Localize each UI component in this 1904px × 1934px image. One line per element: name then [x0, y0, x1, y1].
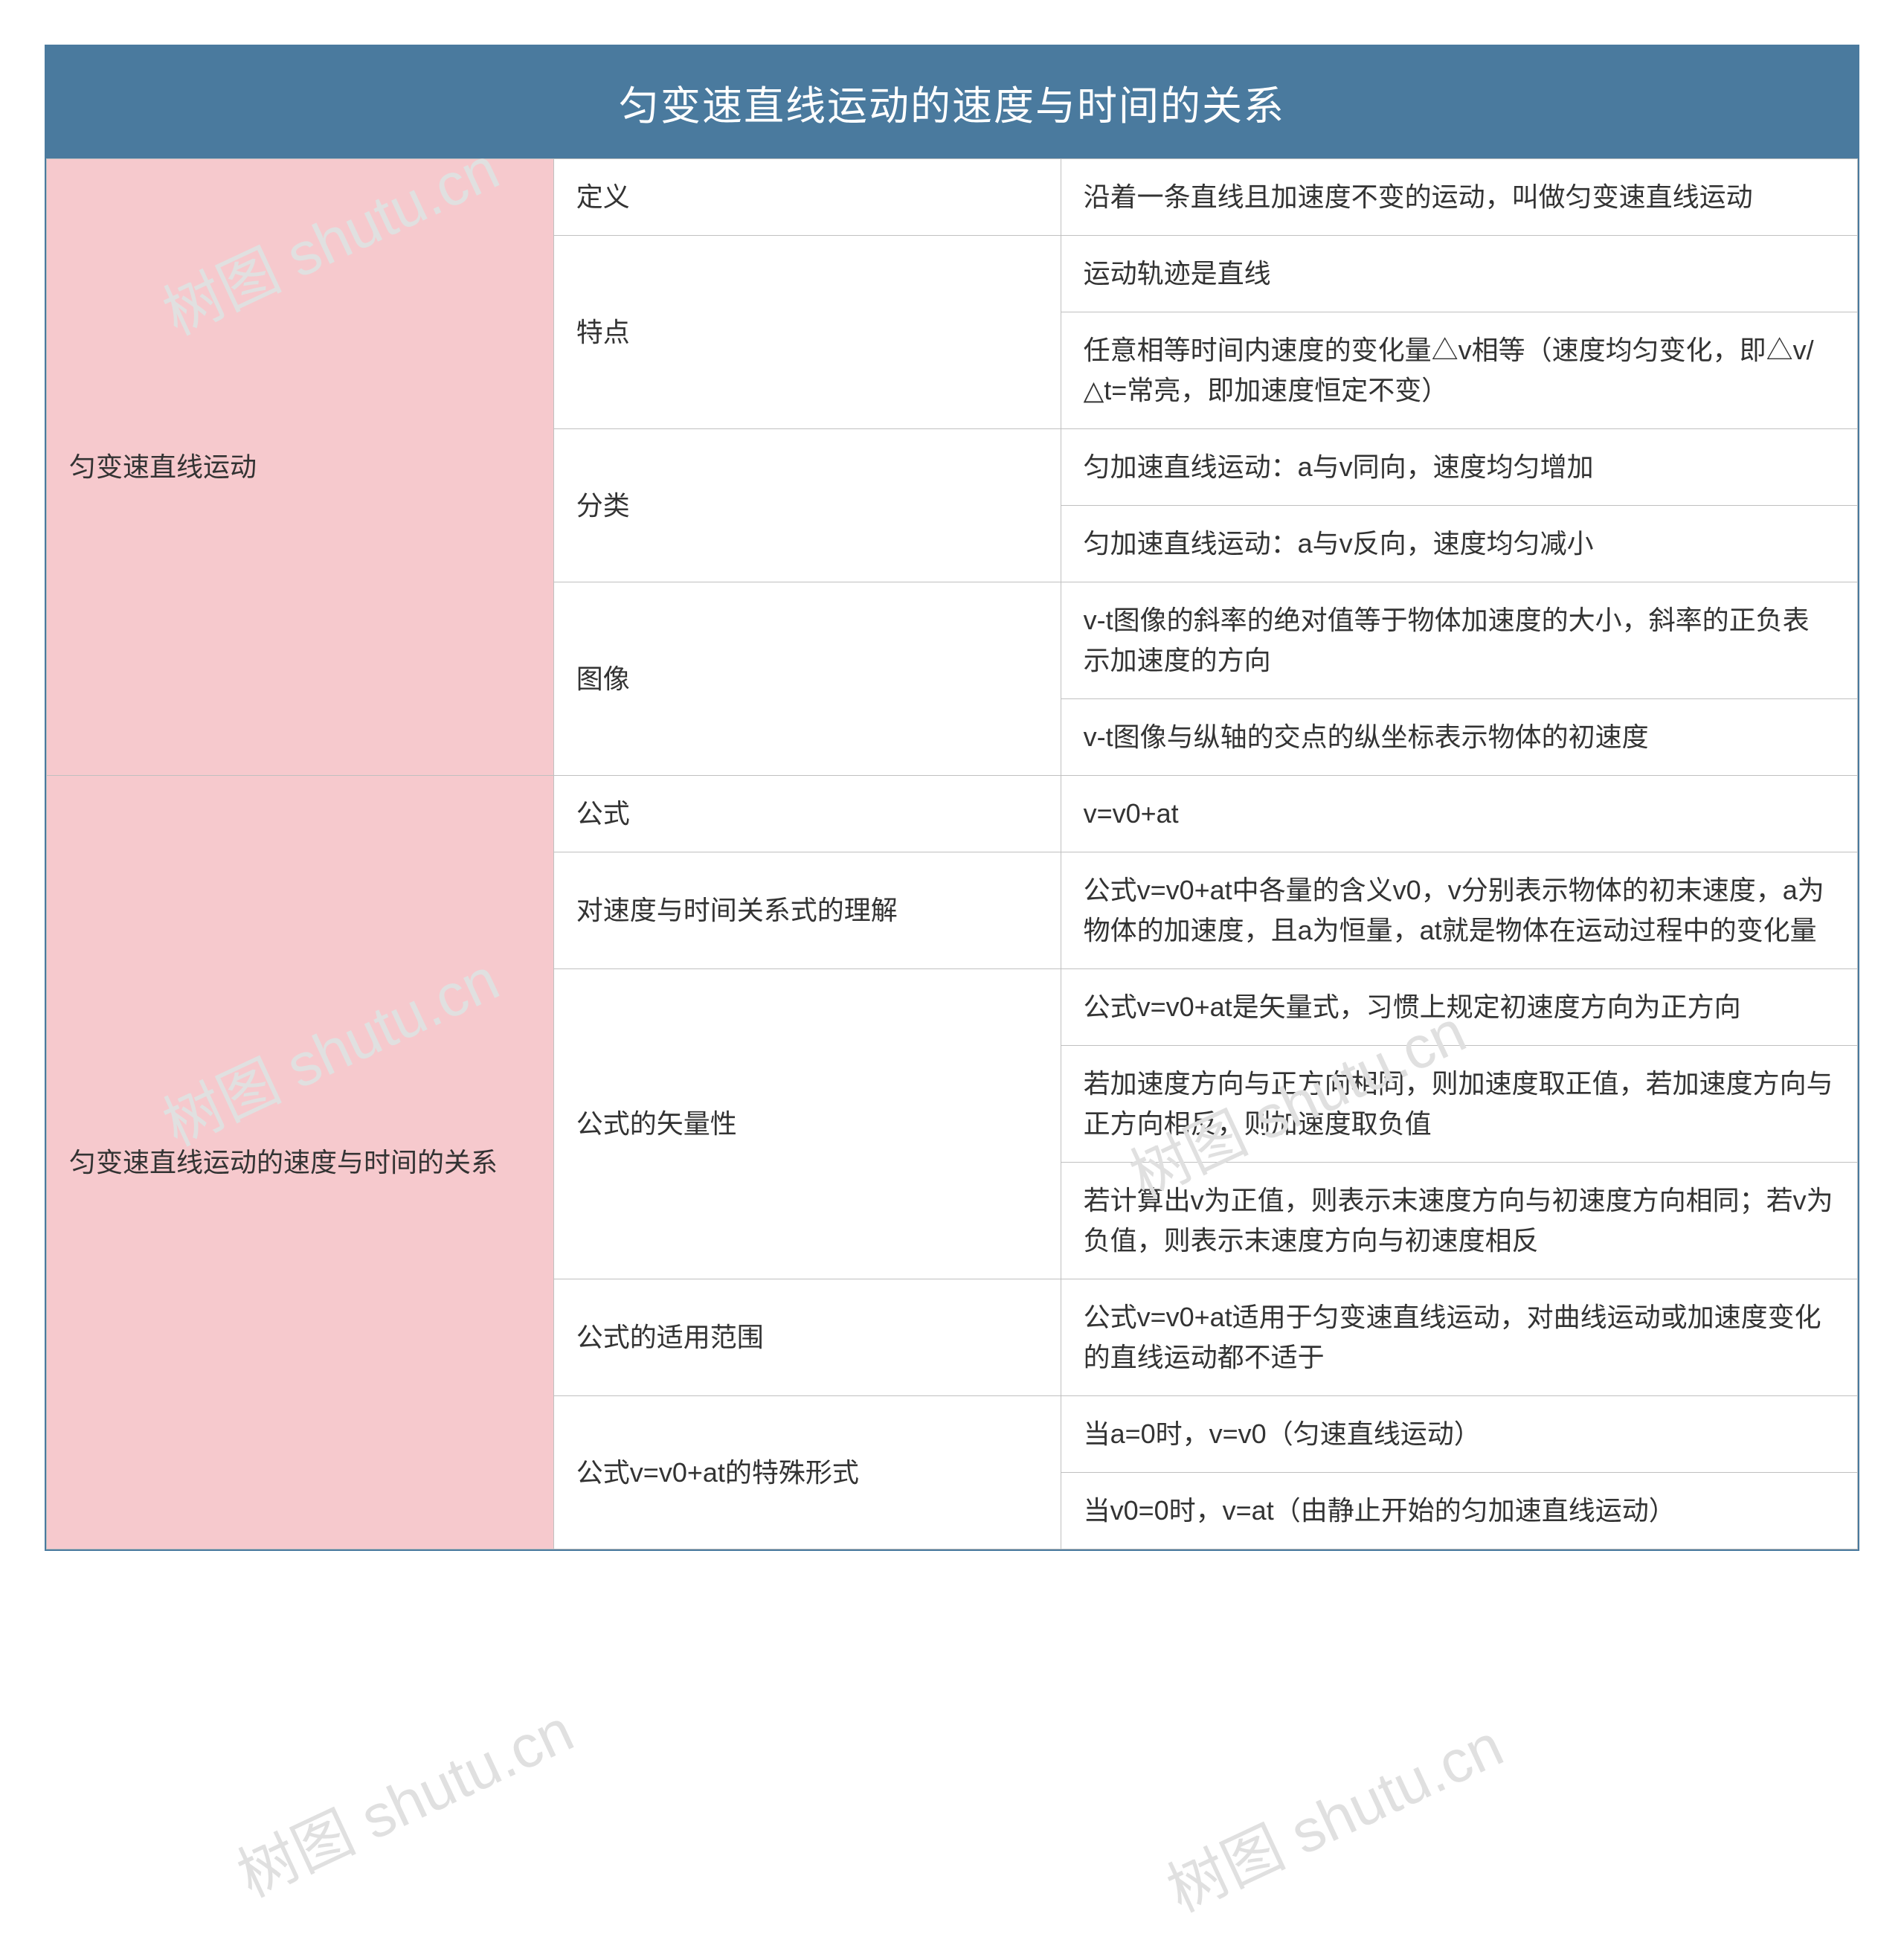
item-cell: 匀加速直线运动：a与v反向，速度均匀减小 — [1061, 506, 1857, 582]
group-label: 公式的适用范围 — [553, 1279, 1061, 1396]
item-cell: 匀加速直线运动：a与v同向，速度均匀增加 — [1061, 429, 1857, 506]
section-label: 匀变速直线运动 — [47, 159, 554, 776]
item-cell: 当v0=0时，v=at（由静止开始的匀加速直线运动） — [1061, 1473, 1857, 1549]
group-label: 对速度与时间关系式的理解 — [553, 852, 1061, 969]
group-label: 公式 — [553, 776, 1061, 852]
content-table: 匀变速直线运动定义沿着一条直线且加速度不变的运动，叫做匀变速直线运动特点运动轨迹… — [46, 158, 1858, 1549]
group-label: 特点 — [553, 236, 1061, 429]
item-cell: 公式v=v0+at是矢量式，习惯上规定初速度方向为正方向 — [1061, 969, 1857, 1046]
item-cell: 当a=0时，v=v0（匀速直线运动） — [1061, 1396, 1857, 1473]
group-label: 公式的矢量性 — [553, 969, 1061, 1279]
item-cell: 若计算出v为正值，则表示末速度方向与初速度方向相同；若v为负值，则表示末速度方向… — [1061, 1163, 1857, 1279]
item-cell: 公式v=v0+at中各量的含义v0，v分别表示物体的初末速度，a为物体的加速度，… — [1061, 852, 1857, 969]
diagram-container: 匀变速直线运动的速度与时间的关系 匀变速直线运动定义沿着一条直线且加速度不变的运… — [45, 45, 1859, 1551]
section-label: 匀变速直线运动的速度与时间的关系 — [47, 776, 554, 1549]
item-cell: v-t图像的斜率的绝对值等于物体加速度的大小，斜率的正负表示加速度的方向 — [1061, 582, 1857, 699]
group-label: 分类 — [553, 429, 1061, 582]
table-row: 匀变速直线运动的速度与时间的关系公式v=v0+at — [47, 776, 1858, 852]
item-cell: v=v0+at — [1061, 776, 1857, 852]
item-cell: 沿着一条直线且加速度不变的运动，叫做匀变速直线运动 — [1061, 159, 1857, 236]
diagram-title: 匀变速直线运动的速度与时间的关系 — [46, 46, 1858, 158]
item-cell: 公式v=v0+at适用于匀变速直线运动，对曲线运动或加速度变化的直线运动都不适于 — [1061, 1279, 1857, 1396]
watermark: 树图 shutu.cn — [1151, 1698, 1514, 1929]
item-cell: v-t图像与纵轴的交点的纵坐标表示物体的初速度 — [1061, 699, 1857, 776]
group-label: 公式v=v0+at的特殊形式 — [553, 1396, 1061, 1549]
item-cell: 若加速度方向与正方向相同，则加速度取正值，若加速度方向与正方向相反，则加速度取负… — [1061, 1046, 1857, 1163]
group-label: 图像 — [553, 582, 1061, 776]
item-cell: 任意相等时间内速度的变化量△v相等（速度均匀变化，即△v/△t=常亮，即加速度恒… — [1061, 312, 1857, 429]
table-row: 匀变速直线运动定义沿着一条直线且加速度不变的运动，叫做匀变速直线运动 — [47, 159, 1858, 236]
group-label: 定义 — [553, 159, 1061, 236]
item-cell: 运动轨迹是直线 — [1061, 236, 1857, 312]
watermark: 树图 shutu.cn — [222, 1683, 585, 1914]
